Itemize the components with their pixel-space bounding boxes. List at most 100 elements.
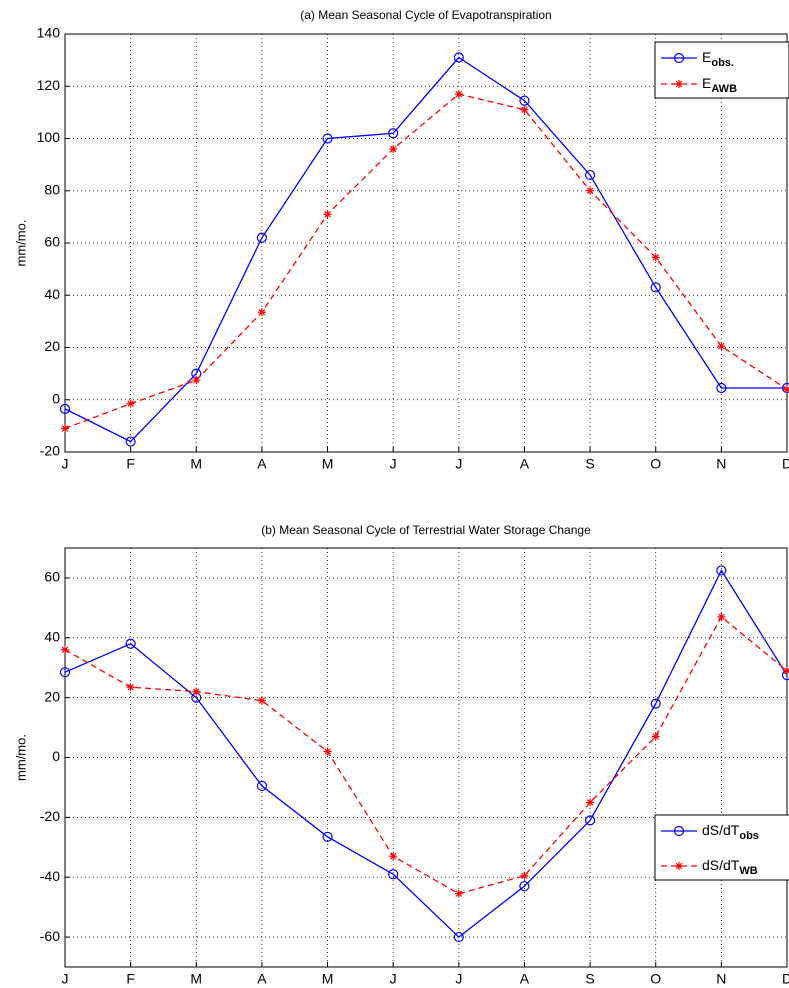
marker-stroke xyxy=(258,697,266,704)
marker xyxy=(520,105,529,114)
marker xyxy=(61,424,69,433)
marker xyxy=(519,881,530,892)
marker xyxy=(717,342,726,351)
marker-stroke xyxy=(193,376,200,384)
y-tick-label: 40 xyxy=(44,628,60,644)
marker xyxy=(716,565,727,576)
marker xyxy=(192,687,201,696)
x-tick-label: N xyxy=(716,456,726,472)
x-tick-label: N xyxy=(716,971,726,987)
marker xyxy=(322,831,333,842)
x-tick-label: O xyxy=(650,971,661,987)
legend-label: dS/dTWB xyxy=(702,857,758,877)
y-tick-label: -20 xyxy=(40,443,60,459)
marker xyxy=(454,90,463,99)
marker-stroke xyxy=(127,400,134,407)
y-tick-label: 80 xyxy=(44,181,60,197)
x-tick-label: J xyxy=(455,971,462,987)
marker xyxy=(586,186,595,195)
marker xyxy=(125,436,136,447)
marker xyxy=(323,747,332,756)
x-tick-label: J xyxy=(455,456,462,472)
marker-stroke xyxy=(521,872,528,879)
marker xyxy=(675,862,683,870)
y-tick-label: 60 xyxy=(44,569,60,585)
x-tick-label: M xyxy=(322,456,334,472)
marker xyxy=(584,169,596,181)
marker xyxy=(675,80,683,88)
x-tick-label: M xyxy=(322,971,334,987)
y-tick-label: 20 xyxy=(44,338,60,354)
x-tick-label: A xyxy=(520,971,530,987)
y-tick-label: 100 xyxy=(37,129,61,145)
marker xyxy=(673,825,685,837)
y-tick-label: 120 xyxy=(37,77,61,93)
marker-stroke xyxy=(675,80,683,88)
marker xyxy=(388,128,399,139)
y-tick-label: 140 xyxy=(37,25,61,41)
marker xyxy=(126,683,135,692)
marker-stroke xyxy=(455,890,463,897)
marker xyxy=(586,798,595,807)
y-tick-label: 40 xyxy=(44,286,60,302)
marker-stroke xyxy=(652,254,659,261)
marker-stroke xyxy=(675,862,683,870)
legend-box xyxy=(654,814,789,881)
legend-name: E xyxy=(702,49,711,65)
legend-subscript: obs. xyxy=(711,57,734,69)
marker-stroke xyxy=(61,646,69,654)
x-tick-label: J xyxy=(390,971,397,987)
legend-label: EAWB xyxy=(702,75,737,95)
x-tick-label: D xyxy=(782,971,789,987)
marker xyxy=(59,667,71,678)
marker xyxy=(651,732,660,741)
plot-frame xyxy=(64,547,788,968)
x-tick-label: J xyxy=(62,456,69,472)
x-tick-label: J xyxy=(62,971,69,987)
x-tick-label: O xyxy=(650,456,661,472)
legend-subscript: obs xyxy=(739,830,759,842)
marker xyxy=(323,210,332,219)
marker xyxy=(125,638,136,649)
marker xyxy=(388,869,399,880)
marker-stroke xyxy=(652,733,659,740)
marker xyxy=(322,133,333,144)
marker xyxy=(257,308,266,317)
legend-name: E xyxy=(702,75,711,91)
y-tick-label: -40 xyxy=(40,868,60,884)
marker-stroke xyxy=(127,683,134,691)
marker xyxy=(257,696,266,705)
marker xyxy=(584,815,596,826)
legend-subscript: AWB xyxy=(711,83,737,95)
y-tick-label: 60 xyxy=(44,234,60,250)
marker xyxy=(519,95,530,106)
marker xyxy=(454,889,463,898)
chart-title: (a) Mean Seasonal Cycle of Evapotranspir… xyxy=(300,8,551,22)
y-tick-label: 0 xyxy=(52,748,60,764)
marker-stroke xyxy=(586,799,594,806)
y-tick-label: 20 xyxy=(44,688,60,704)
marker xyxy=(61,645,69,654)
marker-stroke xyxy=(455,90,463,98)
x-tick-label: A xyxy=(520,456,530,472)
marker xyxy=(650,698,661,709)
series-line xyxy=(64,615,788,895)
marker xyxy=(126,399,135,408)
x-tick-label: F xyxy=(126,971,135,987)
marker xyxy=(716,382,727,394)
x-tick-label: S xyxy=(585,456,594,472)
marker xyxy=(650,282,661,293)
x-tick-label: D xyxy=(782,456,789,472)
legend-box xyxy=(654,41,789,99)
marker xyxy=(192,376,201,385)
legend-name: dS/dT xyxy=(702,822,740,838)
marker-stroke xyxy=(586,187,594,195)
marker xyxy=(651,253,660,262)
marker-stroke xyxy=(389,853,397,860)
legend-name: dS/dT xyxy=(702,857,740,873)
marker-stroke xyxy=(324,211,331,218)
y-tick-label: 0 xyxy=(52,390,60,406)
marker xyxy=(256,232,268,243)
x-tick-label: F xyxy=(126,456,135,472)
